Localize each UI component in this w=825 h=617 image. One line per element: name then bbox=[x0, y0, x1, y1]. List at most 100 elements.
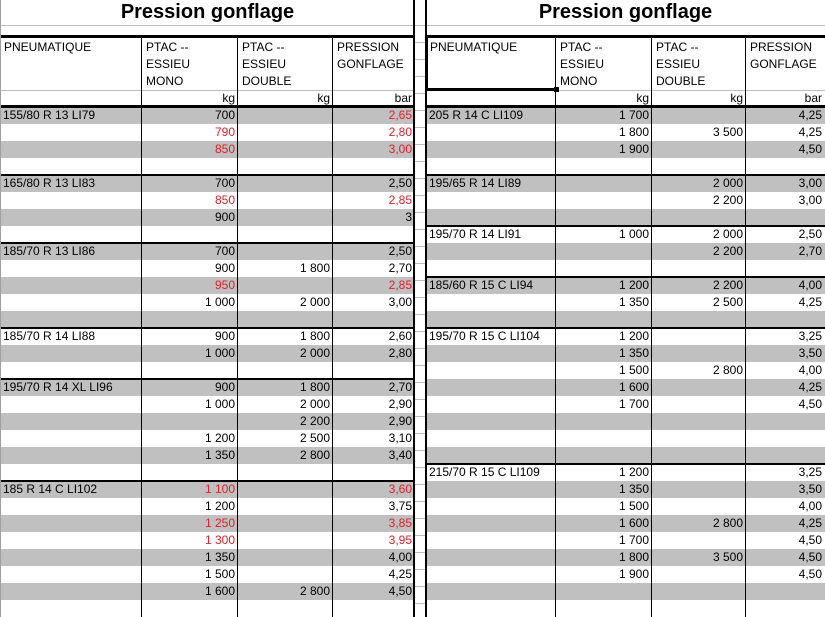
double-axle-cell[interactable] bbox=[653, 498, 745, 515]
tire-cell[interactable] bbox=[427, 192, 555, 209]
mono-axle-cell[interactable]: 1 500 bbox=[618, 363, 649, 377]
pressure-cell[interactable]: 2,50 bbox=[388, 176, 412, 190]
mono-axle-cell[interactable]: 1 600 bbox=[204, 584, 235, 598]
tire-cell[interactable] bbox=[427, 396, 555, 413]
pressure-cell[interactable]: 2,85 bbox=[388, 193, 412, 207]
pressure-cell[interactable]: 4,25 bbox=[388, 567, 412, 581]
mono-axle-cell[interactable] bbox=[557, 430, 651, 447]
double-axle-cell[interactable] bbox=[239, 532, 332, 549]
pressure-cell[interactable] bbox=[334, 158, 414, 175]
tire-cell[interactable] bbox=[427, 158, 555, 175]
tire-cell[interactable] bbox=[1, 430, 141, 447]
selected-cell-outline[interactable] bbox=[427, 37, 556, 91]
double-axle-cell[interactable] bbox=[239, 481, 332, 498]
double-axle-cell[interactable] bbox=[653, 328, 745, 345]
double-axle-cell[interactable] bbox=[239, 226, 332, 243]
double-axle-cell[interactable] bbox=[239, 362, 332, 379]
mono-axle-cell[interactable]: 1 800 bbox=[618, 125, 649, 139]
mono-axle-cell[interactable]: 950 bbox=[214, 278, 235, 292]
pressure-cell[interactable]: 2,65 bbox=[388, 108, 412, 122]
pressure-cell[interactable]: 4,50 bbox=[798, 550, 822, 564]
double-axle-cell[interactable] bbox=[653, 583, 745, 600]
tire-cell[interactable] bbox=[1, 192, 141, 209]
pressure-cell[interactable]: 4,25 bbox=[798, 125, 822, 139]
column-header[interactable]: PTAC -- ESSIEU DOUBLE bbox=[656, 40, 706, 88]
pressure-cell[interactable]: 3,10 bbox=[388, 431, 412, 445]
mono-axle-cell[interactable]: 1 200 bbox=[618, 465, 649, 479]
tire-cell[interactable]: 185/70 R 14 LI88 bbox=[3, 329, 96, 343]
pressure-cell[interactable] bbox=[747, 447, 824, 464]
pressure-cell[interactable] bbox=[334, 311, 414, 328]
tire-cell[interactable]: 195/70 R 14 LI91 bbox=[429, 227, 522, 241]
tire-cell[interactable] bbox=[1, 209, 141, 226]
fill-handle[interactable] bbox=[554, 87, 559, 92]
double-axle-cell[interactable]: 2 800 bbox=[712, 516, 743, 530]
double-axle-cell[interactable]: 1 800 bbox=[299, 329, 330, 343]
column-header[interactable]: PTAC -- ESSIEU MONO bbox=[146, 40, 191, 88]
double-axle-cell[interactable] bbox=[653, 141, 745, 158]
mono-axle-cell[interactable] bbox=[557, 311, 651, 328]
tire-cell[interactable] bbox=[427, 260, 555, 277]
double-axle-cell[interactable] bbox=[653, 107, 745, 124]
mono-axle-cell[interactable] bbox=[557, 413, 651, 430]
mono-axle-cell[interactable] bbox=[557, 158, 651, 175]
pressure-cell[interactable]: 4,00 bbox=[798, 363, 822, 377]
mono-axle-cell[interactable] bbox=[143, 158, 237, 175]
mono-axle-cell[interactable]: 1 350 bbox=[204, 448, 235, 462]
pressure-cell[interactable]: 4,50 bbox=[798, 397, 822, 411]
double-axle-cell[interactable] bbox=[239, 277, 332, 294]
double-axle-cell[interactable] bbox=[239, 175, 332, 192]
pressure-cell[interactable]: 4,00 bbox=[798, 499, 822, 513]
pressure-cell[interactable] bbox=[747, 600, 824, 617]
mono-axle-cell[interactable]: 1 600 bbox=[618, 380, 649, 394]
double-axle-cell[interactable] bbox=[653, 566, 745, 583]
tire-cell[interactable] bbox=[427, 532, 555, 549]
tire-cell[interactable] bbox=[427, 362, 555, 379]
mono-axle-cell[interactable] bbox=[143, 226, 237, 243]
tire-cell[interactable] bbox=[427, 498, 555, 515]
mono-axle-cell[interactable]: 790 bbox=[214, 125, 235, 139]
mono-axle-cell[interactable] bbox=[557, 243, 651, 260]
mono-axle-cell[interactable]: 1 000 bbox=[204, 346, 235, 360]
pressure-cell[interactable]: 4,25 bbox=[798, 380, 822, 394]
column-header[interactable]: PRESSION GONFLAGE bbox=[750, 40, 817, 71]
tire-cell[interactable]: 165/80 R 13 LI83 bbox=[3, 176, 96, 190]
double-axle-cell[interactable]: 2 200 bbox=[712, 193, 743, 207]
double-axle-cell[interactable]: 2 800 bbox=[299, 584, 330, 598]
pressure-cell[interactable] bbox=[747, 583, 824, 600]
double-axle-cell[interactable]: 2 200 bbox=[712, 244, 743, 258]
pressure-cell[interactable]: 3,00 bbox=[798, 193, 822, 207]
pressure-cell[interactable]: 2,70 bbox=[388, 380, 412, 394]
tire-cell[interactable]: 195/70 R 14 XL LI96 bbox=[3, 380, 113, 394]
mono-axle-cell[interactable] bbox=[557, 260, 651, 277]
pressure-cell[interactable]: 3,25 bbox=[798, 465, 822, 479]
pressure-cell[interactable]: 2,50 bbox=[798, 227, 822, 241]
double-axle-cell[interactable] bbox=[239, 566, 332, 583]
double-axle-cell[interactable] bbox=[653, 430, 745, 447]
double-axle-cell[interactable] bbox=[653, 447, 745, 464]
tire-cell[interactable] bbox=[427, 141, 555, 158]
double-axle-cell[interactable] bbox=[239, 600, 332, 617]
tire-cell[interactable] bbox=[427, 124, 555, 141]
mono-axle-cell[interactable]: 1 900 bbox=[618, 142, 649, 156]
mono-axle-cell[interactable]: 1 700 bbox=[618, 533, 649, 547]
double-axle-cell[interactable] bbox=[653, 345, 745, 362]
tire-cell[interactable] bbox=[1, 413, 141, 430]
mono-axle-cell[interactable] bbox=[143, 600, 237, 617]
double-axle-cell[interactable] bbox=[653, 413, 745, 430]
tire-cell[interactable]: 195/70 R 15 C LI104 bbox=[429, 329, 540, 343]
tire-cell[interactable] bbox=[427, 549, 555, 566]
pressure-cell[interactable]: 4,00 bbox=[798, 278, 822, 292]
tire-cell[interactable] bbox=[1, 311, 141, 328]
tire-cell[interactable] bbox=[1, 447, 141, 464]
tire-cell[interactable]: 195/65 R 14 LI89 bbox=[429, 176, 522, 190]
tire-cell[interactable] bbox=[1, 600, 141, 617]
mono-axle-cell[interactable]: 1 200 bbox=[204, 499, 235, 513]
tire-cell[interactable] bbox=[427, 430, 555, 447]
tire-cell[interactable]: 215/70 R 15 C LI109 bbox=[429, 465, 540, 479]
column-header[interactable]: PRESSION GONFLAGE bbox=[337, 40, 404, 71]
mono-axle-cell[interactable]: 1 250 bbox=[204, 516, 235, 530]
pressure-cell[interactable]: 4,50 bbox=[798, 533, 822, 547]
tire-cell[interactable] bbox=[427, 311, 555, 328]
tire-cell[interactable] bbox=[1, 124, 141, 141]
